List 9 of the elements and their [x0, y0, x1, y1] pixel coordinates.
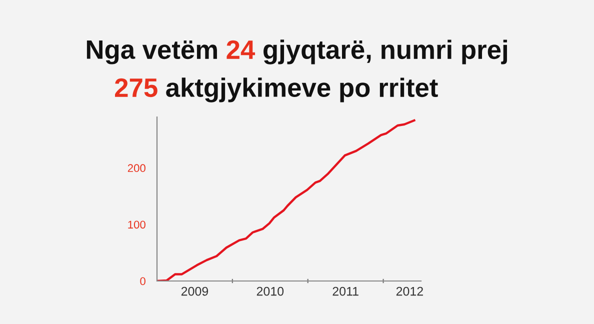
x-tick-label: 2009 [181, 286, 208, 296]
x-tick-label: 2010 [256, 286, 284, 296]
chart-title: Nga vetëm 24 gjyqtarë, numri prej 275 aktgjykimeve po rritet [86, 40, 507, 102]
y-tick-label: 200 [128, 164, 146, 172]
line-series [157, 119, 416, 281]
x-tick-label: 2012 [396, 286, 423, 296]
y-tick-label: 100 [128, 220, 146, 229]
x-tick-label: 2011 [332, 286, 358, 296]
y-tick-label: 0 [140, 277, 146, 286]
